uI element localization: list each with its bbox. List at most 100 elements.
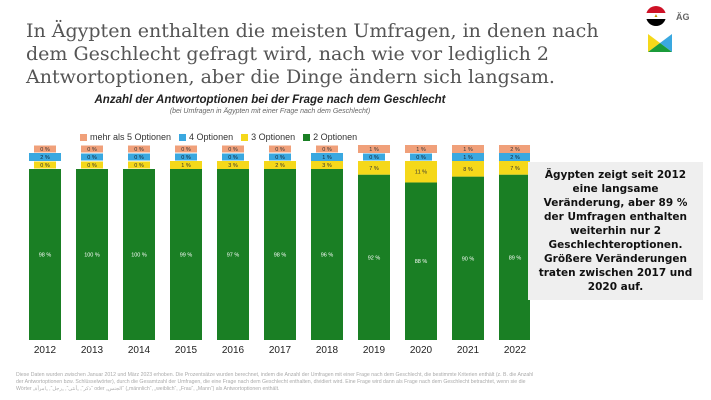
- data-label: 8 %: [463, 167, 473, 173]
- bar-segment: [29, 153, 61, 161]
- data-label: 100 %: [84, 253, 100, 259]
- data-label-box: [128, 161, 150, 169]
- data-label: 100 %: [131, 253, 147, 259]
- bar-segment-2-optionen: [499, 174, 530, 340]
- data-label: 99 %: [180, 253, 193, 259]
- data-label-box: [222, 153, 244, 161]
- x-tick-label: 2018: [316, 345, 339, 356]
- data-label-box: [316, 145, 338, 153]
- stacked-bar-chart: 98 % 0 % 2 % 0 % 2012 100 % 0 % 0 % 0 % 2013 100 %…: [29, 145, 530, 356]
- bar-segment: [170, 161, 202, 169]
- summary-box: Ägypten zeigt seit 2012 eine langsame Ve…: [528, 162, 703, 300]
- data-label-box: [363, 153, 385, 161]
- data-label: 3 %: [322, 163, 332, 169]
- data-label-box: [222, 145, 244, 153]
- data-label: 0 %: [275, 147, 285, 153]
- data-label: 1 %: [463, 155, 473, 161]
- data-label: 98 %: [39, 253, 52, 259]
- data-label: 96 %: [321, 253, 334, 259]
- data-label: 0 %: [181, 155, 191, 161]
- data-label: 7 %: [510, 166, 520, 172]
- x-tick-label: 2015: [175, 345, 198, 356]
- data-label: 0 %: [134, 147, 144, 153]
- bar-segment-2-optionen: [76, 169, 108, 340]
- data-label: 0 %: [416, 155, 426, 161]
- x-tick-label: 2014: [128, 345, 151, 356]
- x-tick-label: 2021: [457, 345, 480, 356]
- data-label: 11 %: [415, 170, 427, 176]
- bar-segment-2-optionen: [29, 169, 61, 340]
- bar-segment-2-optionen: [217, 169, 249, 340]
- bar-segment: [499, 153, 530, 161]
- data-label-box: [34, 161, 56, 169]
- legend-label: mehr als 5 Optionen: [90, 132, 172, 142]
- egypt-flag-icon: ▲: [646, 6, 666, 26]
- data-label: 1 %: [463, 147, 473, 153]
- bar-segment: [264, 161, 296, 169]
- data-label-box: [34, 145, 56, 153]
- data-label: 90 %: [462, 256, 475, 262]
- data-label: 92 %: [368, 255, 381, 261]
- data-label: 7 %: [369, 166, 379, 172]
- data-label: 0 %: [369, 155, 379, 161]
- brand-logo-icon: [648, 34, 672, 52]
- data-label: 2 %: [275, 163, 285, 169]
- legend-label: 2 Optionen: [313, 132, 358, 142]
- bar-segment: [452, 145, 484, 153]
- data-label-box: [175, 153, 197, 161]
- data-label-box: [175, 145, 197, 153]
- bar-segment: [358, 161, 390, 175]
- bar-segment-2-optionen: [311, 169, 343, 340]
- x-tick-label: 2013: [81, 345, 104, 356]
- x-tick-label: 2020: [410, 345, 433, 356]
- bar-segment: [217, 161, 249, 169]
- legend-swatch: [80, 134, 87, 142]
- data-label: 0 %: [322, 147, 332, 153]
- legend-label: 4 Optionen: [189, 132, 234, 142]
- data-label: 3 %: [228, 163, 238, 169]
- x-tick-label: 2012: [34, 345, 57, 356]
- data-label-box: [269, 145, 291, 153]
- data-label: 1 %: [322, 155, 332, 161]
- data-label-box: [410, 153, 432, 161]
- bar-segment: [499, 161, 530, 175]
- legend-item: 3 Optionen: [241, 132, 295, 142]
- data-label-box: [269, 153, 291, 161]
- data-label: 0 %: [87, 155, 97, 161]
- bar-segment: [311, 153, 343, 161]
- legend-item: mehr als 5 Optionen: [80, 132, 171, 142]
- x-tick-label: 2016: [222, 345, 245, 356]
- bar-segment: [405, 145, 437, 153]
- data-label-box: [128, 153, 150, 161]
- chart-subtitle: (bei Umfragen in Ägypten mit einer Frage…: [169, 108, 371, 115]
- bar-segment-2-optionen: [358, 174, 390, 340]
- data-label: 89 %: [509, 255, 522, 261]
- data-label: 0 %: [228, 155, 238, 161]
- data-label: 2 %: [510, 155, 520, 161]
- x-tick-label: 2022: [504, 345, 527, 356]
- chart-title: Anzahl der Antwortoptionen bei der Frage…: [94, 94, 446, 106]
- bar-segment: [499, 145, 530, 153]
- bar-segment: [311, 161, 343, 169]
- data-label: 2 %: [510, 147, 520, 153]
- data-label-box: [81, 145, 103, 153]
- data-label: 0 %: [87, 147, 97, 153]
- data-label-box: [128, 145, 150, 153]
- legend-swatch: [303, 134, 311, 142]
- data-label: 1 %: [181, 163, 191, 169]
- data-label: 0 %: [181, 147, 191, 153]
- bar-segment-2-optionen: [452, 176, 484, 340]
- bar-segment-2-optionen: [170, 169, 202, 340]
- data-label: 0 %: [134, 163, 144, 169]
- data-label: 0 %: [40, 163, 50, 169]
- bar-segment-2-optionen: [264, 169, 296, 340]
- legend-item: 2 Optionen: [303, 132, 357, 142]
- data-label: 0 %: [40, 147, 50, 153]
- data-label: 1 %: [369, 147, 379, 153]
- data-label-box: [81, 153, 103, 161]
- data-label: 0 %: [275, 155, 285, 161]
- bar-segment-2-optionen: [123, 169, 155, 340]
- legend-item: 4 Optionen: [179, 132, 233, 142]
- legend-swatch: [241, 134, 249, 142]
- bar-segment: [452, 161, 484, 177]
